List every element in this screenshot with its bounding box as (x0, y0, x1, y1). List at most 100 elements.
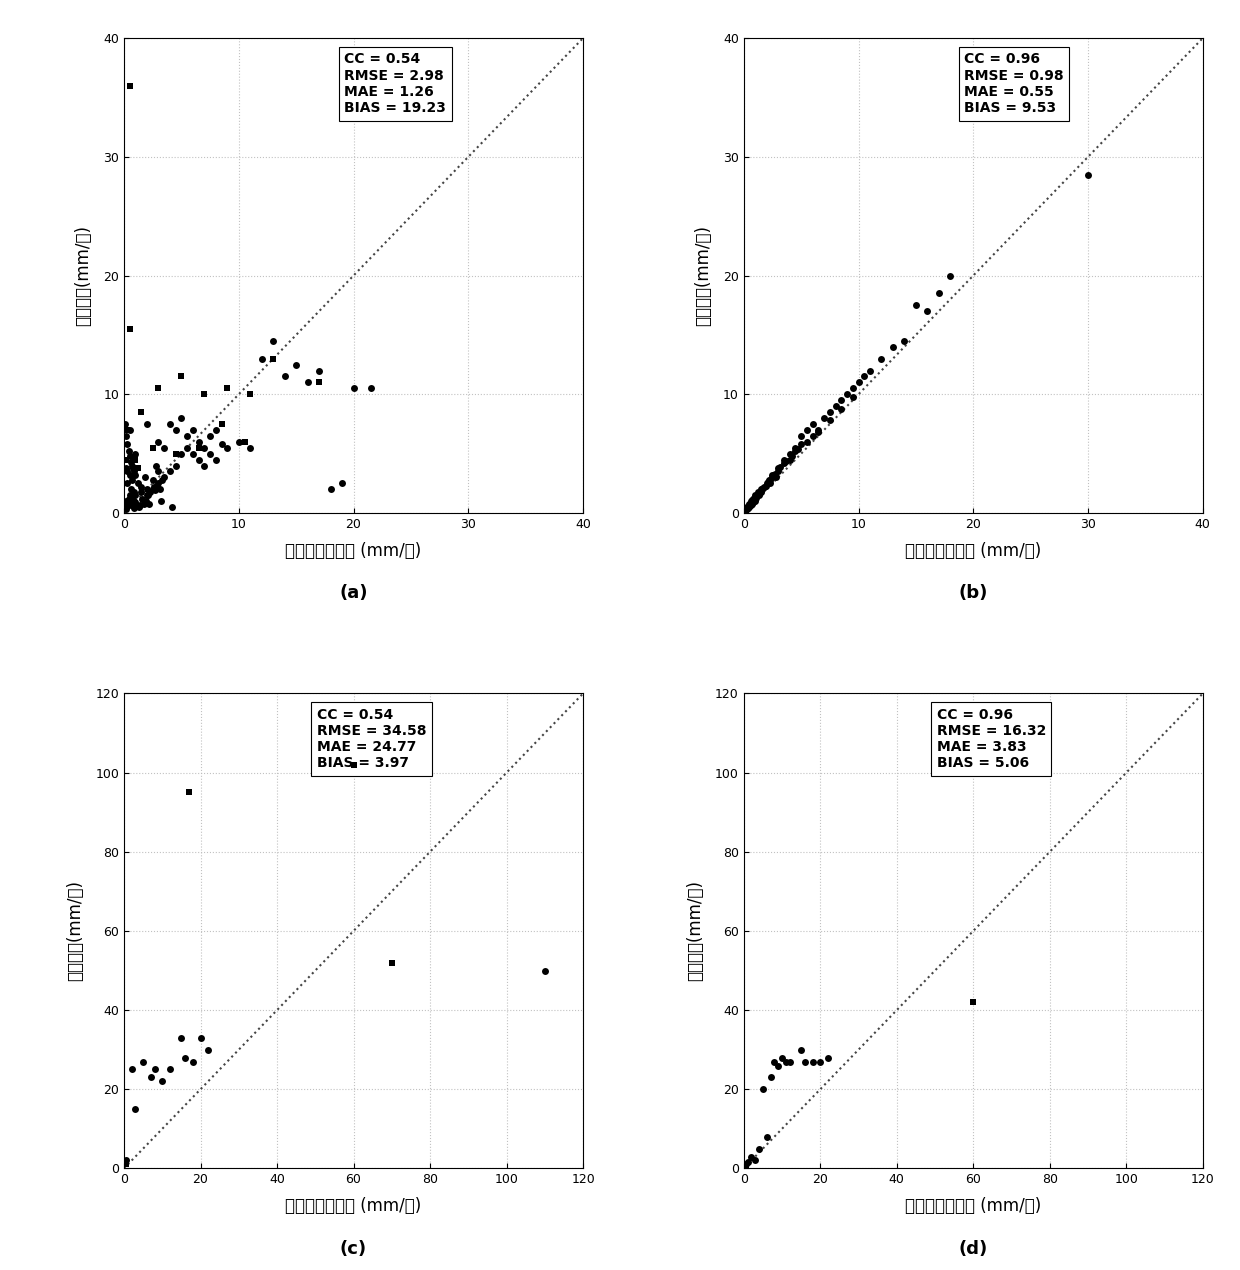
Point (188, 438, 208, 458)
Point (826, 396, 846, 417)
Point (117, 425, 136, 446)
Point (737, 499, 756, 519)
Point (122, 494, 141, 514)
Point (133, 489, 153, 509)
Point (184, 443, 203, 464)
Point (735, 502, 755, 522)
Point (154, 467, 174, 488)
Text: CC = 0.54
RMSE = 2.98
MAE = 1.26
BIAS = 19.23: CC = 0.54 RMSE = 2.98 MAE = 1.26 BIAS = … (345, 52, 446, 116)
Point (843, 378, 863, 399)
Point (906, 295, 926, 315)
Point (738, 495, 758, 516)
Point (737, 499, 756, 519)
Point (241, 384, 260, 404)
Point (744, 488, 764, 508)
Point (119, 489, 139, 509)
Point (802, 425, 822, 446)
Point (200, 443, 219, 464)
Point (160, 414, 180, 434)
Point (746, 488, 766, 508)
Point (263, 348, 283, 368)
Point (144, 476, 164, 497)
Point (122, 470, 141, 490)
Point (138, 414, 157, 434)
Point (785, 438, 805, 458)
Point (125, 485, 145, 505)
Point (808, 422, 828, 442)
Point (191, 1027, 211, 1048)
Point (120, 75, 140, 95)
Point (321, 479, 341, 499)
Point (154, 438, 174, 458)
Point (117, 495, 136, 516)
Point (122, 479, 141, 499)
Point (124, 461, 144, 481)
Point (206, 420, 226, 441)
Point (791, 1040, 811, 1060)
Point (749, 484, 769, 504)
Point (179, 782, 198, 803)
Point (848, 372, 868, 392)
Point (122, 452, 141, 472)
Point (780, 450, 800, 470)
Point (160, 461, 180, 481)
Point (177, 425, 197, 446)
Point (118, 493, 138, 513)
Point (171, 366, 191, 386)
Point (143, 438, 162, 458)
Point (151, 491, 171, 512)
Point (149, 378, 169, 399)
Point (754, 478, 774, 498)
Point (748, 481, 768, 502)
Point (143, 470, 162, 490)
Point (780, 1052, 800, 1072)
Text: CC = 0.96
RMSE = 16.32
MAE = 3.83
BIAS = 5.06: CC = 0.96 RMSE = 16.32 MAE = 3.83 BIAS =… (936, 707, 1045, 771)
Point (123, 490, 143, 511)
Point (343, 754, 363, 775)
Point (745, 1151, 765, 1171)
Point (742, 493, 761, 513)
Point (740, 491, 760, 512)
Text: CC = 0.96
RMSE = 0.98
MAE = 0.55
BIAS = 9.53: CC = 0.96 RMSE = 0.98 MAE = 0.55 BIAS = … (963, 52, 1064, 116)
Point (118, 474, 138, 494)
Point (212, 414, 232, 434)
Point (117, 491, 136, 512)
Point (737, 499, 756, 519)
Point (212, 434, 232, 455)
Point (195, 438, 215, 458)
X-axis label: 地面雨量计数据 (mm/月): 地面雨量计数据 (mm/月) (285, 1198, 422, 1215)
Point (128, 474, 148, 494)
Point (791, 434, 811, 455)
Point (139, 493, 159, 513)
Y-axis label: 卫星数据(mm/月): 卫星数据(mm/月) (66, 880, 84, 982)
Point (332, 474, 352, 494)
Point (742, 490, 761, 511)
Point (131, 481, 151, 502)
Point (810, 1052, 830, 1072)
Point (739, 495, 759, 516)
Point (138, 485, 157, 505)
Point (200, 425, 219, 446)
Point (136, 491, 156, 512)
Point (188, 432, 208, 452)
Point (171, 443, 191, 464)
Point (769, 1055, 789, 1076)
Point (120, 319, 140, 339)
Point (122, 456, 141, 476)
Point (744, 491, 764, 512)
Point (149, 432, 169, 452)
Point (738, 498, 758, 518)
Point (134, 493, 154, 513)
Point (802, 1052, 822, 1072)
Point (171, 1027, 191, 1048)
Point (843, 386, 863, 406)
Point (749, 1138, 769, 1158)
Point (195, 456, 215, 476)
Point (749, 485, 769, 505)
Point (122, 1059, 141, 1080)
Point (309, 372, 329, 392)
Point (153, 470, 172, 490)
Point (217, 378, 237, 399)
Point (773, 1048, 792, 1068)
Point (146, 456, 166, 476)
